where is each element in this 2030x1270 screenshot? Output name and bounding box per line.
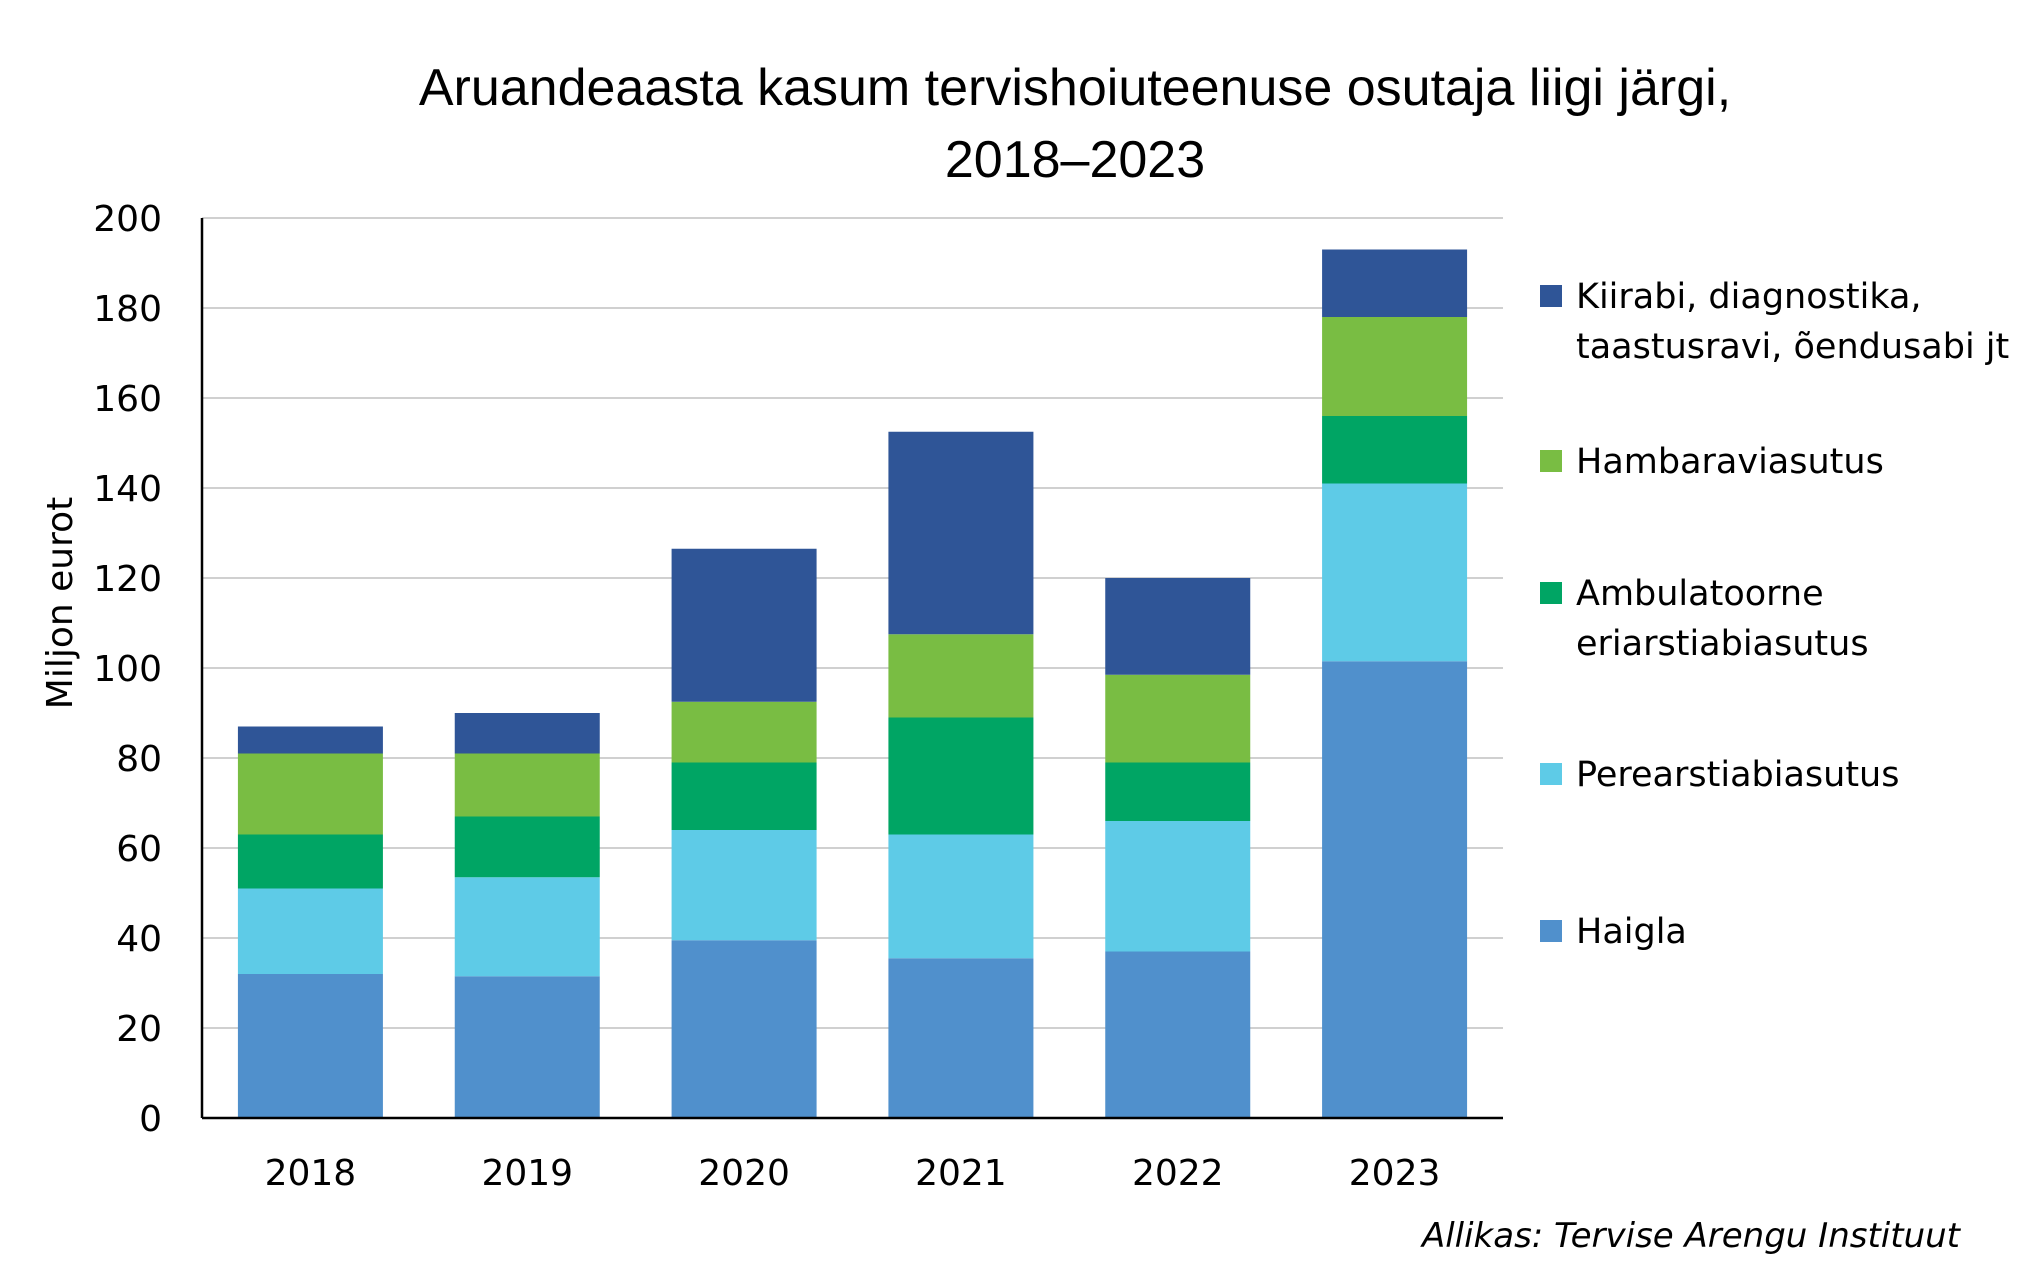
bar-segment [1322,661,1468,1118]
y-tick-label: 180 [93,289,162,330]
axes [200,218,1503,1120]
bar-segment [237,834,383,889]
legend-label: Ambulatoorne [1576,574,1824,614]
y-tick-label: 20 [116,1009,162,1050]
bar-segment [888,717,1034,835]
bar-segment [237,753,383,835]
legend-label: Hambaraviasutus [1576,442,1884,482]
y-tick-label: 100 [93,649,162,690]
legend-swatch [1540,920,1562,942]
bar-segment [454,816,600,878]
bar-segment [671,940,817,1118]
bar-segment [888,834,1034,959]
bar-segment [1105,951,1251,1118]
bar-segment [1105,821,1251,952]
y-tick-label: 0 [139,1099,162,1140]
x-tick-label: 2019 [481,1153,573,1194]
bar-segment [671,762,817,830]
bars [237,249,1468,1118]
x-tick-labels: 2018 2019 2020 2021 2022 2023 [265,1153,1441,1194]
source-note: Allikas: Tervise Arengu Instituut [1420,1216,1962,1256]
bar-segment [888,958,1034,1118]
y-tick-label: 120 [93,559,162,600]
legend-label: Perearstiabiasutus [1576,755,1899,795]
y-tick-label: 60 [116,829,162,870]
bar-segment [237,726,383,754]
legend-label: eriarstiabiasutus [1576,624,1869,664]
chart-title-line: 2018–2023 [945,131,1205,189]
bar-segment [1105,578,1251,675]
y-tick-label: 40 [116,919,162,960]
legend-label: Haigla [1576,912,1687,952]
bar-segment [237,888,383,974]
y-tick-labels: 0 20 40 60 80 100 120 140 160 180 200 [93,199,162,1140]
y-tick-label: 140 [93,469,162,510]
legend-swatch [1540,450,1562,472]
legend: Kiirabi, diagnostika, taastusravi, õendus… [1540,277,2009,952]
bar-segment [1105,674,1251,763]
gridlines [202,217,1503,1029]
legend-swatch [1540,285,1562,307]
legend-swatch [1540,763,1562,785]
chart-title: Aruandeaasta kasum tervishoiuteenuse osu… [419,59,1731,189]
x-tick-label: 2018 [265,1153,357,1194]
x-tick-label: 2020 [698,1153,790,1194]
bar-segment [454,877,600,977]
x-tick-label: 2022 [1132,1153,1224,1194]
bar-segment [1322,249,1468,317]
bar-segment [1105,762,1251,821]
y-axis-label: Miljon eurot [40,497,81,709]
bar-segment [671,548,817,702]
y-tick-label: 200 [93,199,162,240]
y-tick-label: 160 [93,379,162,420]
bar-segment [1322,483,1468,662]
bar-segment [237,974,383,1118]
bar-segment [454,976,600,1118]
bar-segment [1322,317,1468,416]
x-tick-label: 2021 [915,1153,1007,1194]
legend-label: Kiirabi, diagnostika, [1576,277,1922,317]
legend-label: taastusravi, õendusabi jt [1576,327,2009,367]
chart-title-line: Aruandeaasta kasum tervishoiuteenuse osu… [419,59,1731,117]
bar-segment [671,701,817,763]
legend-swatch [1540,582,1562,604]
bar-segment [888,431,1034,635]
bar-segment [454,753,600,817]
bar-segment [671,830,817,941]
bar-segment [888,634,1034,718]
bar-segment [1322,416,1468,484]
y-tick-label: 80 [116,739,162,780]
x-tick-label: 2023 [1349,1153,1441,1194]
bar-segment [454,713,600,754]
